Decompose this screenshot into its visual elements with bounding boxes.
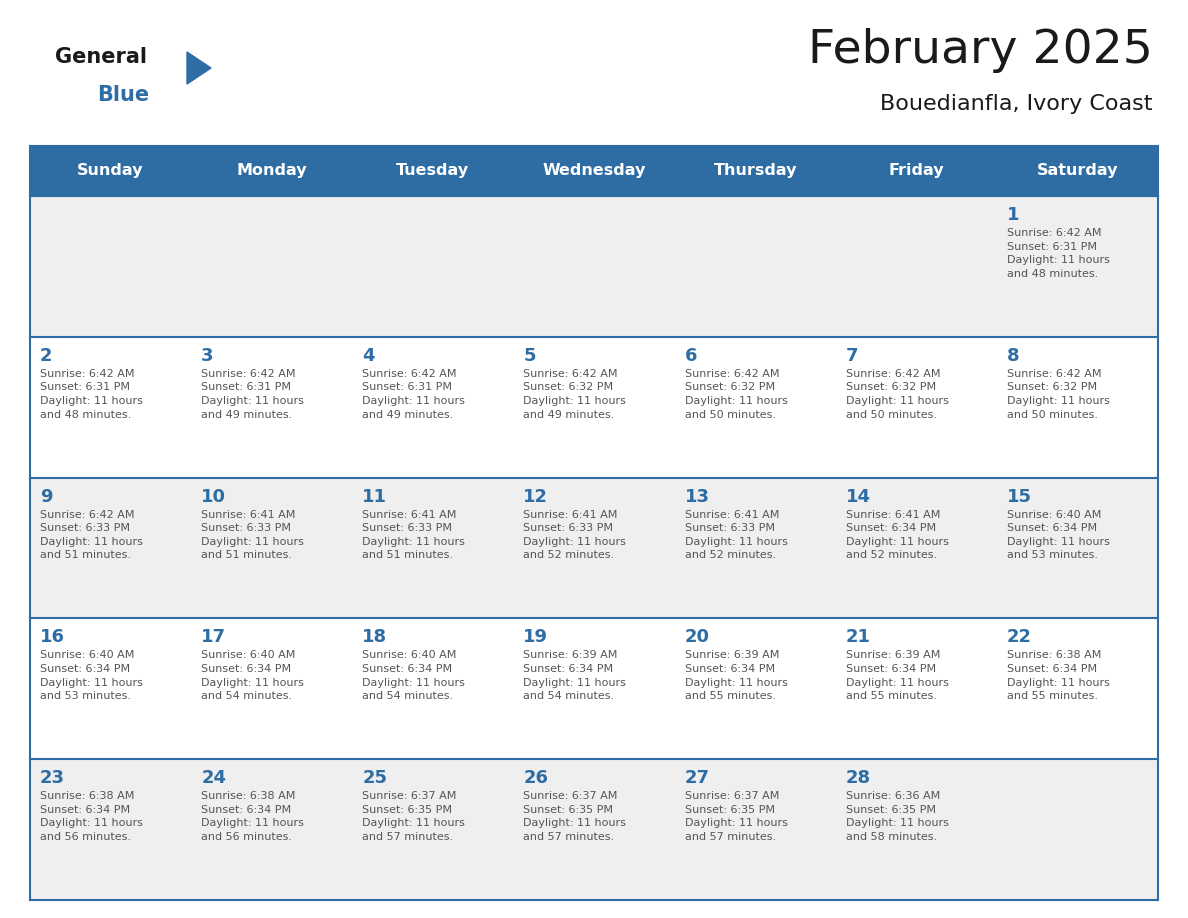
Text: Sunrise: 6:40 AM
Sunset: 6:34 PM
Daylight: 11 hours
and 54 minutes.: Sunrise: 6:40 AM Sunset: 6:34 PM Dayligh… (362, 650, 466, 701)
Text: Sunrise: 6:42 AM
Sunset: 6:31 PM
Daylight: 11 hours
and 49 minutes.: Sunrise: 6:42 AM Sunset: 6:31 PM Dayligh… (362, 369, 466, 420)
Text: Friday: Friday (889, 163, 944, 178)
Text: Sunrise: 6:38 AM
Sunset: 6:34 PM
Daylight: 11 hours
and 55 minutes.: Sunrise: 6:38 AM Sunset: 6:34 PM Dayligh… (1007, 650, 1110, 701)
Text: Sunrise: 6:38 AM
Sunset: 6:34 PM
Daylight: 11 hours
and 56 minutes.: Sunrise: 6:38 AM Sunset: 6:34 PM Dayligh… (40, 791, 143, 842)
Text: Saturday: Saturday (1037, 163, 1118, 178)
Text: Sunrise: 6:42 AM
Sunset: 6:33 PM
Daylight: 11 hours
and 51 minutes.: Sunrise: 6:42 AM Sunset: 6:33 PM Dayligh… (40, 509, 143, 560)
Text: Sunrise: 6:41 AM
Sunset: 6:33 PM
Daylight: 11 hours
and 51 minutes.: Sunrise: 6:41 AM Sunset: 6:33 PM Dayligh… (362, 509, 466, 560)
FancyBboxPatch shape (30, 619, 1158, 759)
Text: General: General (55, 47, 147, 67)
Text: Sunrise: 6:38 AM
Sunset: 6:34 PM
Daylight: 11 hours
and 56 minutes.: Sunrise: 6:38 AM Sunset: 6:34 PM Dayligh… (201, 791, 304, 842)
Text: 7: 7 (846, 347, 858, 364)
Text: Sunrise: 6:41 AM
Sunset: 6:33 PM
Daylight: 11 hours
and 52 minutes.: Sunrise: 6:41 AM Sunset: 6:33 PM Dayligh… (684, 509, 788, 560)
Text: 22: 22 (1007, 629, 1032, 646)
Text: 3: 3 (201, 347, 214, 364)
Text: Sunrise: 6:42 AM
Sunset: 6:32 PM
Daylight: 11 hours
and 50 minutes.: Sunrise: 6:42 AM Sunset: 6:32 PM Dayligh… (1007, 369, 1110, 420)
Text: 5: 5 (524, 347, 536, 364)
Text: Sunrise: 6:42 AM
Sunset: 6:31 PM
Daylight: 11 hours
and 48 minutes.: Sunrise: 6:42 AM Sunset: 6:31 PM Dayligh… (40, 369, 143, 420)
Text: Sunrise: 6:40 AM
Sunset: 6:34 PM
Daylight: 11 hours
and 53 minutes.: Sunrise: 6:40 AM Sunset: 6:34 PM Dayligh… (40, 650, 143, 701)
Text: Sunday: Sunday (77, 163, 144, 178)
FancyBboxPatch shape (30, 477, 1158, 619)
Text: Sunrise: 6:37 AM
Sunset: 6:35 PM
Daylight: 11 hours
and 57 minutes.: Sunrise: 6:37 AM Sunset: 6:35 PM Dayligh… (524, 791, 626, 842)
Text: Thursday: Thursday (713, 163, 797, 178)
Text: Sunrise: 6:41 AM
Sunset: 6:33 PM
Daylight: 11 hours
and 51 minutes.: Sunrise: 6:41 AM Sunset: 6:33 PM Dayligh… (201, 509, 304, 560)
FancyBboxPatch shape (30, 337, 1158, 477)
Text: 13: 13 (684, 487, 709, 506)
Text: Wednesday: Wednesday (542, 163, 646, 178)
Text: 11: 11 (362, 487, 387, 506)
Text: 4: 4 (362, 347, 374, 364)
Text: 9: 9 (40, 487, 52, 506)
Text: 21: 21 (846, 629, 871, 646)
Text: Bouedianfla, Ivory Coast: Bouedianfla, Ivory Coast (880, 94, 1154, 114)
Text: 17: 17 (201, 629, 226, 646)
Text: 12: 12 (524, 487, 549, 506)
Text: 16: 16 (40, 629, 65, 646)
Text: 10: 10 (201, 487, 226, 506)
Polygon shape (187, 52, 211, 84)
FancyBboxPatch shape (30, 196, 1158, 337)
Text: February 2025: February 2025 (808, 28, 1154, 73)
Text: 24: 24 (201, 769, 226, 788)
Text: Sunrise: 6:37 AM
Sunset: 6:35 PM
Daylight: 11 hours
and 57 minutes.: Sunrise: 6:37 AM Sunset: 6:35 PM Dayligh… (362, 791, 466, 842)
Text: Sunrise: 6:42 AM
Sunset: 6:32 PM
Daylight: 11 hours
and 50 minutes.: Sunrise: 6:42 AM Sunset: 6:32 PM Dayligh… (684, 369, 788, 420)
Text: Tuesday: Tuesday (397, 163, 469, 178)
Text: 25: 25 (362, 769, 387, 788)
Text: 26: 26 (524, 769, 549, 788)
Text: Sunrise: 6:36 AM
Sunset: 6:35 PM
Daylight: 11 hours
and 58 minutes.: Sunrise: 6:36 AM Sunset: 6:35 PM Dayligh… (846, 791, 948, 842)
Text: Sunrise: 6:41 AM
Sunset: 6:34 PM
Daylight: 11 hours
and 52 minutes.: Sunrise: 6:41 AM Sunset: 6:34 PM Dayligh… (846, 509, 948, 560)
Text: Sunrise: 6:40 AM
Sunset: 6:34 PM
Daylight: 11 hours
and 53 minutes.: Sunrise: 6:40 AM Sunset: 6:34 PM Dayligh… (1007, 509, 1110, 560)
Text: Sunrise: 6:42 AM
Sunset: 6:31 PM
Daylight: 11 hours
and 49 minutes.: Sunrise: 6:42 AM Sunset: 6:31 PM Dayligh… (201, 369, 304, 420)
Text: 8: 8 (1007, 347, 1019, 364)
Text: 19: 19 (524, 629, 549, 646)
Text: 14: 14 (846, 487, 871, 506)
Text: Sunrise: 6:40 AM
Sunset: 6:34 PM
Daylight: 11 hours
and 54 minutes.: Sunrise: 6:40 AM Sunset: 6:34 PM Dayligh… (201, 650, 304, 701)
Text: 18: 18 (362, 629, 387, 646)
Text: 20: 20 (684, 629, 709, 646)
Text: Blue: Blue (97, 85, 150, 105)
Text: 6: 6 (684, 347, 697, 364)
Text: 27: 27 (684, 769, 709, 788)
Text: Sunrise: 6:37 AM
Sunset: 6:35 PM
Daylight: 11 hours
and 57 minutes.: Sunrise: 6:37 AM Sunset: 6:35 PM Dayligh… (684, 791, 788, 842)
Text: 23: 23 (40, 769, 65, 788)
Text: 1: 1 (1007, 206, 1019, 224)
FancyBboxPatch shape (30, 759, 1158, 900)
Text: 15: 15 (1007, 487, 1032, 506)
Text: Monday: Monday (236, 163, 307, 178)
Text: Sunrise: 6:41 AM
Sunset: 6:33 PM
Daylight: 11 hours
and 52 minutes.: Sunrise: 6:41 AM Sunset: 6:33 PM Dayligh… (524, 509, 626, 560)
Text: 28: 28 (846, 769, 871, 788)
FancyBboxPatch shape (30, 146, 1158, 196)
Text: Sunrise: 6:42 AM
Sunset: 6:32 PM
Daylight: 11 hours
and 50 minutes.: Sunrise: 6:42 AM Sunset: 6:32 PM Dayligh… (846, 369, 948, 420)
Text: Sunrise: 6:39 AM
Sunset: 6:34 PM
Daylight: 11 hours
and 54 minutes.: Sunrise: 6:39 AM Sunset: 6:34 PM Dayligh… (524, 650, 626, 701)
Text: Sunrise: 6:39 AM
Sunset: 6:34 PM
Daylight: 11 hours
and 55 minutes.: Sunrise: 6:39 AM Sunset: 6:34 PM Dayligh… (684, 650, 788, 701)
Text: Sunrise: 6:39 AM
Sunset: 6:34 PM
Daylight: 11 hours
and 55 minutes.: Sunrise: 6:39 AM Sunset: 6:34 PM Dayligh… (846, 650, 948, 701)
Text: Sunrise: 6:42 AM
Sunset: 6:32 PM
Daylight: 11 hours
and 49 minutes.: Sunrise: 6:42 AM Sunset: 6:32 PM Dayligh… (524, 369, 626, 420)
Text: 2: 2 (40, 347, 52, 364)
Text: Sunrise: 6:42 AM
Sunset: 6:31 PM
Daylight: 11 hours
and 48 minutes.: Sunrise: 6:42 AM Sunset: 6:31 PM Dayligh… (1007, 228, 1110, 279)
